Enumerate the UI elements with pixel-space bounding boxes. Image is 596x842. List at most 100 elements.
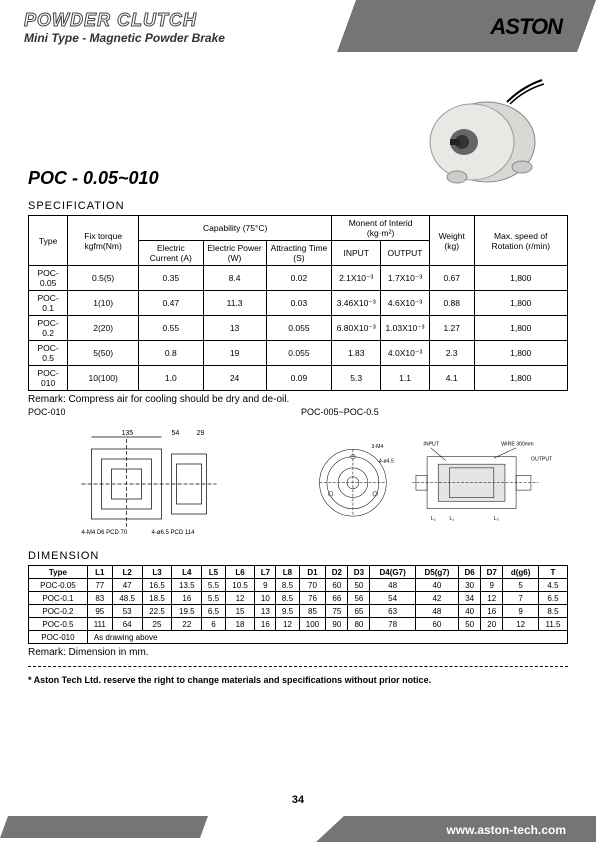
spec-cell: 3.46X10⁻³ (332, 291, 381, 316)
dim-cell: 56 (348, 592, 370, 605)
dim-cell: 6.5 (538, 592, 567, 605)
dim-cell: 90 (326, 618, 348, 631)
spec-cell: 0.02 (266, 266, 332, 291)
title-block: POWDER CLUTCH Mini Type - Magnetic Powde… (24, 10, 225, 45)
spec-title: SPECIFICATION (28, 200, 568, 212)
dim-cell: 13.5 (172, 579, 202, 592)
svg-text:4-M4 D6 PCD 70: 4-M4 D6 PCD 70 (82, 530, 128, 536)
dim-col: L4 (172, 566, 202, 579)
dim-cell: 76 (299, 592, 326, 605)
spec-cell: 0.8 (139, 341, 203, 366)
dim-cell: 12 (276, 618, 299, 631)
spec-cell: 0.03 (266, 291, 332, 316)
svg-text:29: 29 (197, 430, 205, 437)
col-torque: Fix torque kgfm(Nm) (68, 216, 139, 266)
dim-col: L1 (87, 566, 112, 579)
dim-cell: 16 (255, 618, 276, 631)
spec-cell: 2(20) (68, 316, 139, 341)
spec-cell: 0.055 (266, 341, 332, 366)
dim-col: D1 (299, 566, 326, 579)
dim-cell: 12 (225, 592, 255, 605)
spec-cell: 10(100) (68, 366, 139, 391)
dim-cell: 95 (87, 605, 112, 618)
col-output: OUTPUT (381, 241, 430, 266)
col-moment: Monent of Interid (kg·m²) (332, 216, 430, 241)
spec-cell: 1,800 (474, 266, 568, 291)
spec-cell: 0.09 (266, 366, 332, 391)
svg-text:54: 54 (172, 430, 180, 437)
spec-cell: 0.5(5) (68, 266, 139, 291)
dim-cell: 10 (255, 592, 276, 605)
dim-cell: 42 (415, 592, 458, 605)
spec-cell: 0.055 (266, 316, 332, 341)
col-speed: Max. speed of Rotation (r/min) (474, 216, 568, 266)
spec-cell: POC-010 (29, 366, 68, 391)
dim-cell: 40 (459, 605, 481, 618)
dim-cell: 85 (299, 605, 326, 618)
dim-note-cell: As drawing above (87, 631, 567, 644)
dim-col: D5(g7) (415, 566, 458, 579)
diagram-2: 3-M4 4-ø4.5 INPUT WIRE 300mm OUTPUT L₁ L… (301, 419, 568, 539)
dim-cell: 50 (459, 618, 481, 631)
col-input: INPUT (332, 241, 381, 266)
dim-cell: POC-0.5 (29, 618, 88, 631)
spec-cell: 1.0 (139, 366, 203, 391)
dim-col: L2 (112, 566, 142, 579)
spec-cell: 13 (203, 316, 266, 341)
spec-cell: POC-0.05 (29, 266, 68, 291)
dim-cell: 77 (87, 579, 112, 592)
dim-cell: 4.5 (538, 579, 567, 592)
spec-cell: 4.0X10⁻³ (381, 341, 430, 366)
footnote: * Aston Tech Ltd. reserve the right to c… (28, 675, 568, 685)
spec-cell: 5.3 (332, 366, 381, 391)
col-capability: Capability (75°C) (139, 216, 332, 241)
spec-cell: 0.47 (139, 291, 203, 316)
svg-text:L₁: L₁ (449, 516, 454, 522)
spec-cell: 0.67 (429, 266, 474, 291)
dim-cell: 13 (255, 605, 276, 618)
spec-cell: 11.3 (203, 291, 266, 316)
dim-cell: 111 (87, 618, 112, 631)
dim-col: D2 (326, 566, 348, 579)
dim-cell: 65 (348, 605, 370, 618)
dim-cell: 8.5 (276, 592, 299, 605)
dim-col: Type (29, 566, 88, 579)
dim-cell: 8.5 (276, 579, 299, 592)
dim-cell: 5 (503, 579, 539, 592)
title-subtitle: Mini Type - Magnetic Powder Brake (24, 31, 225, 45)
svg-text:135: 135 (122, 430, 134, 437)
dim-title: DIMENSION (28, 550, 568, 562)
spec-cell: 1,800 (474, 316, 568, 341)
dim-cell: 6 (202, 618, 225, 631)
svg-text:WIRE 300mm: WIRE 300mm (501, 442, 533, 448)
dim-cell: 64 (112, 618, 142, 631)
dim-cell: 34 (459, 592, 481, 605)
svg-text:L₂: L₂ (431, 516, 436, 522)
spec-cell: 0.88 (429, 291, 474, 316)
diag-label-2: POC-005~POC-0.5 (301, 407, 568, 417)
dim-cell: 5.5 (202, 579, 225, 592)
dim-col: D6 (459, 566, 481, 579)
spec-cell: 19 (203, 341, 266, 366)
dim-cell: 20 (481, 618, 503, 631)
svg-text:3-M4: 3-M4 (371, 444, 383, 450)
dim-col: L5 (202, 566, 225, 579)
dim-cell: 25 (142, 618, 172, 631)
col-power: Electric Power (W) (203, 241, 266, 266)
page-number: 34 (292, 794, 304, 806)
spec-cell: 1,800 (474, 366, 568, 391)
dim-cell: 9 (481, 579, 503, 592)
svg-text:INPUT: INPUT (423, 442, 439, 448)
diagrams-row: POC-010 135 54 29 4-M4 D6 PCD 70 4-ø6.5 … (28, 407, 568, 544)
dim-cell: 80 (348, 618, 370, 631)
dim-cell: 9.5 (276, 605, 299, 618)
dim-cell: 15 (225, 605, 255, 618)
spec-cell: POC-0.1 (29, 291, 68, 316)
dim-cell: 16 (172, 592, 202, 605)
spec-table: Type Fix torque kgfm(Nm) Capability (75°… (28, 215, 568, 391)
dim-col: T (538, 566, 567, 579)
dim-col: D4(G7) (370, 566, 415, 579)
dim-cell: 12 (481, 592, 503, 605)
spec-cell: 4.6X10⁻³ (381, 291, 430, 316)
dim-cell: 6.5 (202, 605, 225, 618)
